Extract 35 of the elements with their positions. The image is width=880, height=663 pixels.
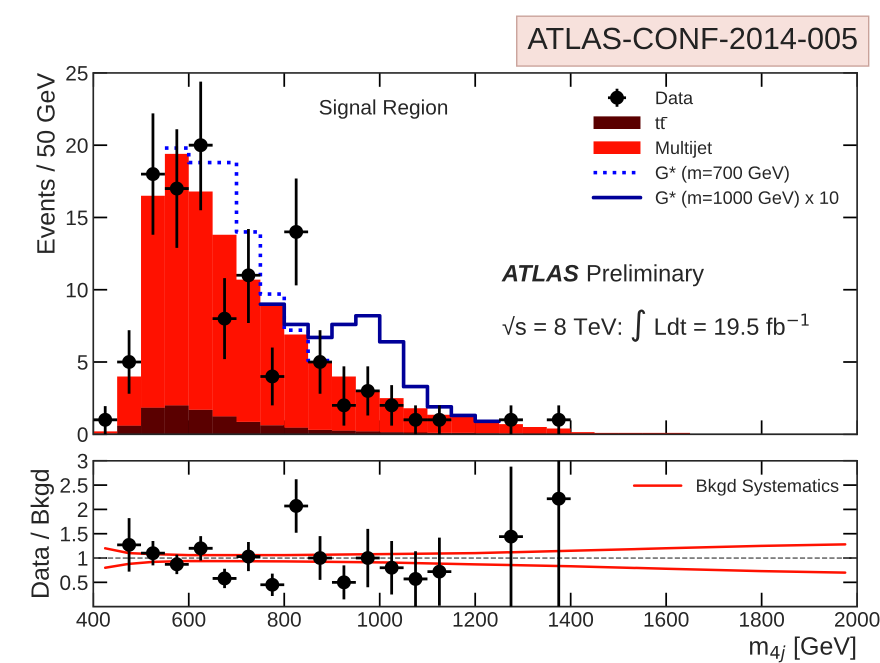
y-tick-label: 2 [78,502,88,517]
annotation: Signal Region [320,99,448,119]
x-tick-label: 1000 [358,612,402,627]
x-tick-label: 1400 [549,612,594,627]
y-tick-label: 15 [66,210,88,226]
legend-label: G* (m=1000 GeV) x 10 [656,190,838,208]
annotation: √s = 8 TeV: ∫ Ldt = 19.5 fb$^{−1}$ [502,309,809,342]
y-tick-label: 20 [66,138,88,153]
y-tick-label: 25 [66,66,88,81]
legend-label: Bkgd Systematics [697,478,838,496]
y-axis-title: Events / 50 GeV [36,73,55,253]
y-tick-label: 1 [78,551,88,566]
annotation: ATLAS [501,264,579,282]
legend-label: Data [656,92,694,104]
y-axis-title: Data / Bkgd [30,470,54,597]
legend-label: tt̄ [655,117,668,130]
legend-label: Multijet [656,140,712,158]
x-tick-label: 2000 [835,612,880,627]
y-tick-label: 5 [78,355,88,370]
y-tick-label: 3 [78,454,88,469]
x-tick-label: 1800 [740,612,784,627]
y-tick-label: 1.5 [61,526,88,542]
x-tick-label: 400 [76,612,110,627]
y-tick-label: 0.5 [60,575,88,590]
x-axis-title: m$_{4j}$ [GeV] [750,636,856,662]
text: ATLAS-CONF-2014-005 [527,28,857,50]
y-tick-label: 2.5 [60,478,88,493]
x-tick-label: 1200 [454,612,498,627]
y-tick-label: 10 [66,282,88,298]
x-tick-label: 1600 [644,612,689,627]
x-tick-label: 800 [268,612,301,627]
x-tick-label: 600 [172,612,206,627]
annotation: Preliminary [588,264,704,286]
y-tick-label: 0 [78,427,88,442]
legend-label: G* (m=700 GeV) [656,166,789,183]
